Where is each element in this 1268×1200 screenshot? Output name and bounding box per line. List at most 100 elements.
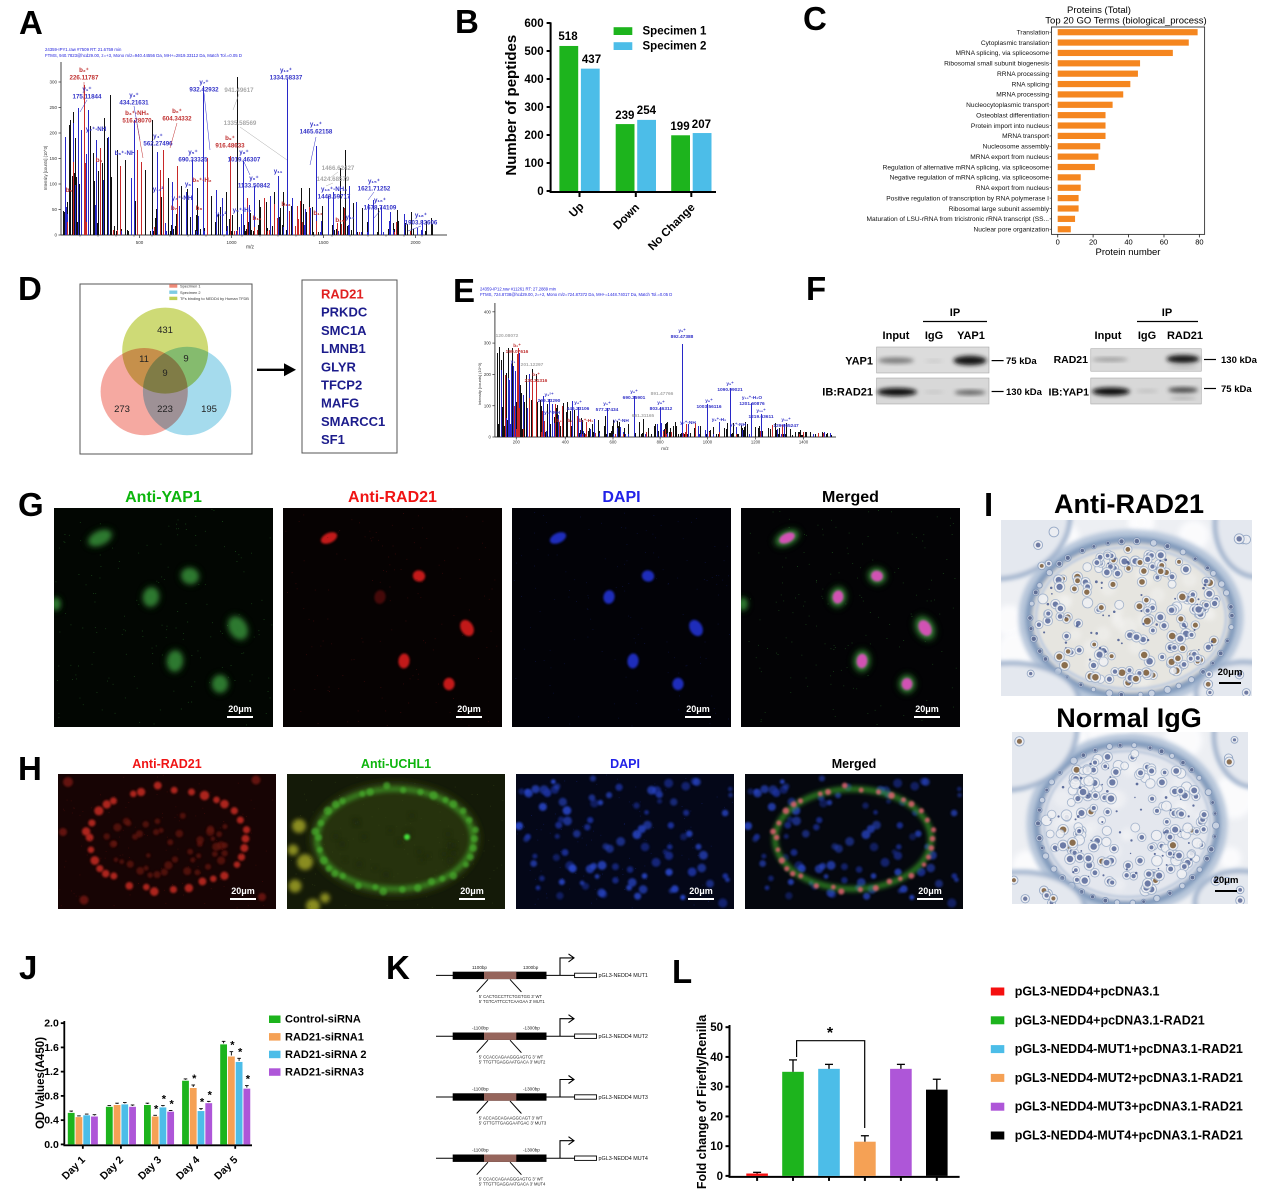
svg-text:RAD21-siRNA3: RAD21-siRNA3 xyxy=(285,1067,364,1079)
svg-text:y₆⁺: y₆⁺ xyxy=(630,389,638,395)
svg-text:y₇⁺-NH: y₇⁺-NH xyxy=(613,418,629,424)
svg-text:pGL3-NEDD4 MUT3: pGL3-NEDD4 MUT3 xyxy=(599,1095,648,1101)
svg-text:Fold change of Firefly/Renill: Fold change of Firefly/Renilla xyxy=(695,1014,709,1189)
svg-text:RNA splicing: RNA splicing xyxy=(1012,81,1050,88)
svg-text:120.08072: 120.08072 xyxy=(496,333,519,339)
svg-text:1424.68579: 1424.68579 xyxy=(317,176,350,183)
svg-text:H: H xyxy=(18,750,42,787)
svg-text:MRNA processing: MRNA processing xyxy=(996,92,1049,99)
svg-text:11: 11 xyxy=(139,354,149,365)
svg-text:y₁₀⁺: y₁₀⁺ xyxy=(781,417,791,423)
svg-text:b₁₅: b₁₅ xyxy=(335,217,344,224)
svg-text:20μm: 20μm xyxy=(915,704,939,714)
svg-text:b₅: b₅ xyxy=(567,418,572,424)
svg-text:1000: 1000 xyxy=(226,240,237,245)
svg-text:0: 0 xyxy=(54,233,57,238)
svg-text:pGL3-NEDD4-MUT4+pcDNA3.1-RAD21: pGL3-NEDD4-MUT4+pcDNA3.1-RAD21 xyxy=(1015,1129,1243,1143)
svg-text:Merged: Merged xyxy=(832,757,876,771)
svg-text:75 kDa: 75 kDa xyxy=(1221,384,1252,395)
svg-text:5' CACTGCCTTCTGGTGG 3' WT: 5' CACTGCCTTCTGGTGG 3' WT xyxy=(479,994,543,999)
svg-text:1201.60876: 1201.60876 xyxy=(739,401,765,407)
svg-text:MAFG: MAFG xyxy=(321,396,359,411)
svg-text:y₅⁺: y₅⁺ xyxy=(188,149,198,156)
svg-text:MRNA export from nucleus: MRNA export from nucleus xyxy=(970,154,1049,161)
svg-text:Positive regulation of transcr: Positive regulation of transcription by … xyxy=(886,195,1049,202)
svg-text:DAPI: DAPI xyxy=(602,489,640,506)
svg-text:200: 200 xyxy=(49,131,57,136)
svg-text:D: D xyxy=(18,270,42,307)
svg-text:Normal IgG: Normal IgG xyxy=(1056,703,1202,733)
svg-text:TFs binding to NEDD4 by Human: TFs binding to NEDD4 by Human TFDB xyxy=(180,296,249,301)
svg-text:b₂⁺: b₂⁺ xyxy=(513,343,521,349)
svg-text:Ribosomal small subunit biogen: Ribosomal small subunit biogenesis xyxy=(944,61,1050,68)
svg-text:661.31165: 661.31165 xyxy=(632,413,655,419)
svg-text:J: J xyxy=(19,949,37,986)
svg-text:250: 250 xyxy=(49,105,57,110)
svg-text:b₆⁺: b₆⁺ xyxy=(172,108,182,115)
svg-text:20: 20 xyxy=(1089,238,1097,247)
svg-text:y₂⁺-NH: y₂⁺-NH xyxy=(86,126,107,133)
svg-text:40: 40 xyxy=(1124,238,1132,247)
svg-text:E: E xyxy=(453,272,475,309)
svg-text:b₆⁺-NH: b₆⁺-NH xyxy=(115,150,136,157)
svg-text:MRNA splicing, via spliceosome: MRNA splicing, via spliceosome xyxy=(956,50,1050,57)
svg-text:5' CCACCAGAAGGGAGTG 3' WT: 5' CCACCAGAAGGGAGTG 3' WT xyxy=(479,1177,544,1182)
svg-text:b₁₁: b₁₁ xyxy=(253,215,262,222)
svg-text:1100bp: 1100bp xyxy=(472,965,487,970)
svg-text:Intensity [counts] (10^3): Intensity [counts] (10^3) xyxy=(477,362,482,405)
svg-text:100: 100 xyxy=(484,403,492,408)
svg-text:1465.62158: 1465.62158 xyxy=(300,129,333,136)
svg-text:200: 200 xyxy=(513,440,521,445)
svg-text:pGL3-NEDD4-MUT3+pcDNA3.1-RAD21: pGL3-NEDD4-MUT3+pcDNA3.1-RAD21 xyxy=(1015,1100,1243,1114)
svg-text:RRNA processing: RRNA processing xyxy=(997,71,1049,78)
svg-text:Specimen 2: Specimen 2 xyxy=(180,290,201,295)
svg-text:891.47766: 891.47766 xyxy=(651,391,674,397)
svg-text:y₁₅⁺: y₁₅⁺ xyxy=(368,178,380,185)
svg-text:207: 207 xyxy=(692,119,711,131)
svg-text:20μm: 20μm xyxy=(918,886,942,896)
svg-text:OD Values(A450): OD Values(A450) xyxy=(35,1037,47,1129)
svg-text:*: * xyxy=(192,1073,197,1085)
svg-text:-1100bp: -1100bp xyxy=(472,1087,489,1092)
svg-text:SMARCC1: SMARCC1 xyxy=(321,414,385,429)
svg-text:*: * xyxy=(827,1025,834,1042)
svg-text:562.27496: 562.27496 xyxy=(143,141,173,148)
svg-text:*: * xyxy=(230,1040,235,1052)
svg-text:Input: Input xyxy=(1095,330,1122,342)
svg-text:y₈⁺: y₈⁺ xyxy=(239,149,249,156)
svg-text:0.0: 0.0 xyxy=(44,1139,59,1151)
svg-text:20: 20 xyxy=(710,1111,723,1123)
svg-text:y₁₀⁺: y₁₀⁺ xyxy=(756,408,766,414)
svg-text:IB:RAD21: IB:RAD21 xyxy=(822,387,873,399)
svg-text:y₁⁺: y₁⁺ xyxy=(82,86,91,93)
svg-text:y₉⁺-NH: y₉⁺-NH xyxy=(730,422,746,428)
svg-text:5' TGTCATTCCTCAAGAA 3' MUT1: 5' TGTCATTCCTCAAGAA 3' MUT1 xyxy=(479,999,546,1004)
svg-text:b₁₃: b₁₃ xyxy=(281,201,290,208)
svg-text:IP: IP xyxy=(950,307,960,319)
svg-text:9: 9 xyxy=(162,368,167,379)
svg-text:400: 400 xyxy=(524,74,543,86)
svg-text:2000: 2000 xyxy=(410,240,421,245)
svg-text:1290.65247: 1290.65247 xyxy=(773,423,799,429)
svg-text:577.27434: 577.27434 xyxy=(596,407,619,413)
svg-text:Top 20 GO Terms (biological_pr: Top 20 GO Terms (biological_process) xyxy=(1045,16,1206,27)
svg-text:*: * xyxy=(246,1074,251,1086)
svg-text:20μm: 20μm xyxy=(457,704,481,714)
svg-text:1300bp: 1300bp xyxy=(523,965,539,970)
svg-text:y₁₀⁺-H₂O: y₁₀⁺-H₂O xyxy=(742,395,763,401)
svg-text:1133.50842: 1133.50842 xyxy=(238,183,271,190)
svg-text:-1100bp: -1100bp xyxy=(472,1148,489,1153)
svg-text:SF1: SF1 xyxy=(321,432,345,447)
svg-text:b₅: b₅ xyxy=(66,187,73,194)
svg-text:-1300bp: -1300bp xyxy=(523,1087,540,1092)
svg-text:RNA export from nucleus: RNA export from nucleus xyxy=(976,185,1050,192)
svg-text:F: F xyxy=(806,270,826,307)
svg-text:b₃⁺: b₃⁺ xyxy=(532,372,540,378)
svg-text:200: 200 xyxy=(484,372,492,377)
svg-text:pGL3-NEDD4+pcDNA3.1: pGL3-NEDD4+pcDNA3.1 xyxy=(1015,985,1160,999)
svg-text:10: 10 xyxy=(710,1141,723,1153)
svg-text:0: 0 xyxy=(537,186,543,198)
svg-text:1019.46307: 1019.46307 xyxy=(228,157,261,164)
svg-text:YAP1: YAP1 xyxy=(845,356,873,368)
svg-text:TFCP2: TFCP2 xyxy=(321,378,362,393)
